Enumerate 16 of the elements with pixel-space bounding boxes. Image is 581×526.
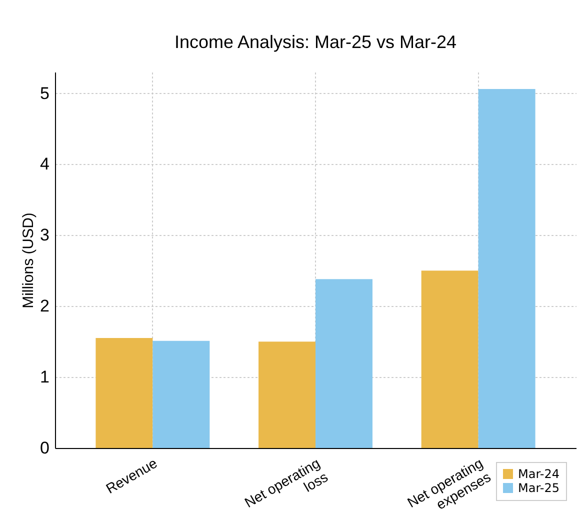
legend-label: Mar-24 (518, 467, 560, 481)
y-tick-label: 4 (40, 154, 50, 174)
bar (152, 340, 210, 448)
chart-title: Income Analysis: Mar-25 vs Mar-24 (174, 32, 457, 52)
bar (421, 270, 478, 448)
bar (258, 342, 316, 448)
y-tick-label: 2 (40, 296, 50, 316)
y-tick-label: 3 (40, 226, 50, 245)
bar (478, 89, 536, 448)
bar (316, 279, 372, 448)
legend-label: Mar-25 (518, 481, 560, 495)
bar (96, 338, 153, 448)
y-tick-label: 5 (40, 84, 50, 103)
y-tick-label: 0 (40, 438, 50, 458)
y-axis-title: Millions (USD) (20, 212, 38, 308)
y-tick-label: 1 (40, 368, 50, 387)
